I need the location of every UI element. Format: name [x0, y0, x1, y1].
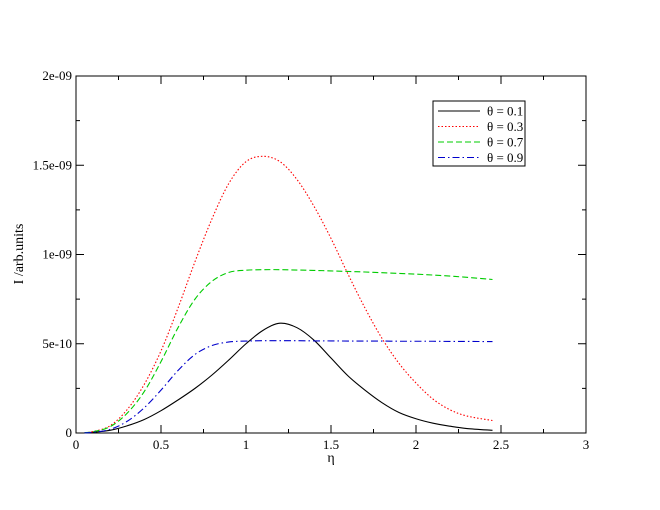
x-axis-label: η — [327, 451, 334, 466]
x-tick-label: 1 — [243, 437, 250, 452]
y-tick-label: 1.5e-09 — [33, 157, 72, 172]
x-tick-label: 2.5 — [493, 437, 509, 452]
legend-box — [432, 100, 526, 167]
legend-label: θ = 0.1 — [487, 104, 523, 119]
y-tick-label: 1e-09 — [42, 247, 72, 262]
x-tick-label: 2 — [413, 437, 420, 452]
legend-label: θ = 0.9 — [487, 150, 523, 165]
series-line-0 — [84, 322, 493, 434]
series-line-3 — [84, 340, 493, 434]
series-line-1 — [84, 155, 493, 434]
y-tick-label: 2e-09 — [42, 68, 72, 83]
y-axis-ticks: 0 5e-10 1e-09 1.5e-09 2e-09 — [33, 68, 586, 440]
series-line-2 — [84, 269, 493, 434]
y-tick-label: 5e-10 — [42, 336, 72, 351]
legend-label: θ = 0.3 — [487, 119, 523, 134]
legend: θ = 0.1θ = 0.3θ = 0.7θ = 0.9 — [432, 100, 526, 167]
series-layer — [84, 155, 493, 434]
x-tick-label: 0.5 — [153, 437, 169, 452]
x-tick-label: 3 — [583, 437, 590, 452]
x-tick-label: 0 — [73, 437, 80, 452]
y-tick-label: 0 — [66, 425, 73, 440]
x-tick-label: 1.5 — [323, 437, 339, 452]
legend-label: θ = 0.7 — [487, 135, 524, 150]
x-axis-ticks: 0 0.5 1 1.5 2 2.5 3 — [73, 76, 590, 452]
y-axis-label: I /arb.units — [12, 224, 27, 285]
